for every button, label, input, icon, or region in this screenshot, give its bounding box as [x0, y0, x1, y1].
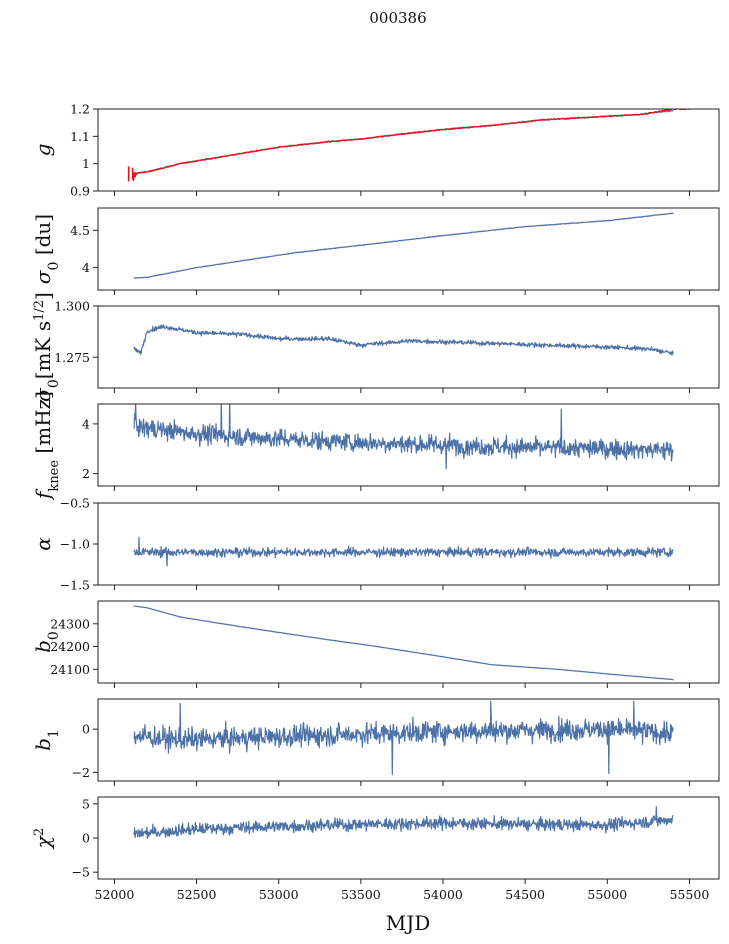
series-line-3	[133, 324, 674, 356]
y-axis-label-3: σ0[mK s1/2]	[31, 292, 62, 402]
y-tick-label: 1.1	[70, 129, 90, 144]
series-line-1	[131, 109, 674, 174]
panel-frame	[97, 207, 720, 291]
y-axis-label-7: b1	[31, 729, 62, 751]
y-axis-label-2: σ0 [du]	[31, 214, 62, 284]
panel-7: −2 0 b1	[31, 698, 720, 786]
y-axis-label-1: g	[31, 144, 55, 157]
panel-1: 0.9 1 1.1 1.2 g	[31, 102, 720, 199]
panel-frame	[97, 796, 720, 880]
x-tick-label: 52500	[177, 887, 217, 902]
figure-title: 000386	[369, 9, 426, 27]
x-tick-label: 52000	[95, 887, 135, 902]
y-tick-label: 4.5	[70, 223, 90, 238]
panel-frame	[97, 403, 720, 487]
panel-4: 2 4 fknee [mHz]	[31, 391, 720, 501]
y-tick-label: 1.300	[54, 299, 90, 314]
x-tick-label: 55000	[587, 887, 627, 902]
panel-2: 4 4.5 σ0 [du]	[31, 207, 720, 295]
y-axis-label-8: χ2	[31, 828, 55, 850]
y-tick-label: 24200	[50, 639, 90, 654]
series-line-8	[133, 806, 674, 840]
panel-5: −1.5 −1.0 −0.5 α	[31, 496, 720, 593]
x-tick-label: 54500	[505, 887, 545, 902]
y-axis-label-5: α	[31, 537, 55, 551]
panel-8: −5 0 5 52000 52500 53000 53500 54000 54500 55000 5…	[31, 796, 720, 902]
y-tick-label: 1.2	[70, 102, 90, 117]
y-tick-label: 24300	[50, 616, 90, 631]
series-line-2	[133, 212, 674, 279]
panel-frame	[97, 698, 720, 782]
x-axis-label: MJD	[386, 911, 431, 935]
y-tick-label: 4	[82, 260, 90, 275]
series-line-6	[133, 605, 674, 681]
x-tick-label: 55500	[670, 887, 710, 902]
y-tick-label: 4	[82, 416, 90, 431]
y-axis-label-6: b0	[31, 631, 62, 653]
fit-error-burst	[127, 166, 134, 182]
y-tick-label: −0.5	[60, 496, 90, 511]
panel-frame	[97, 502, 720, 586]
x-tick-label: 54000	[423, 887, 463, 902]
y-tick-label: 2	[82, 466, 90, 481]
y-tick-label: 0	[82, 722, 90, 737]
y-tick-label: 0.9	[70, 184, 90, 199]
fit-line	[131, 109, 691, 182]
y-tick-label: 0	[82, 831, 90, 846]
x-tick-label: 53500	[341, 887, 381, 902]
y-axis-label-4: fknee [mHz]	[31, 391, 62, 501]
panel-frame	[97, 600, 720, 684]
panel-frame	[97, 305, 720, 389]
y-tick-label: 24100	[50, 662, 90, 677]
y-tick-label: 1	[82, 156, 90, 171]
y-tick-label: −2	[72, 765, 90, 780]
x-tick-label: 53000	[259, 887, 299, 902]
y-tick-label: −1.5	[60, 578, 90, 593]
y-tick-label: −1.0	[60, 537, 90, 552]
series-line-4	[133, 404, 674, 470]
y-tick-label: −5	[72, 865, 90, 880]
y-tick-label: 1.275	[54, 350, 90, 365]
series-line-7	[133, 700, 674, 776]
series-line-5	[133, 536, 674, 567]
y-tick-label: 5	[82, 796, 90, 811]
panel-frame	[97, 108, 720, 192]
